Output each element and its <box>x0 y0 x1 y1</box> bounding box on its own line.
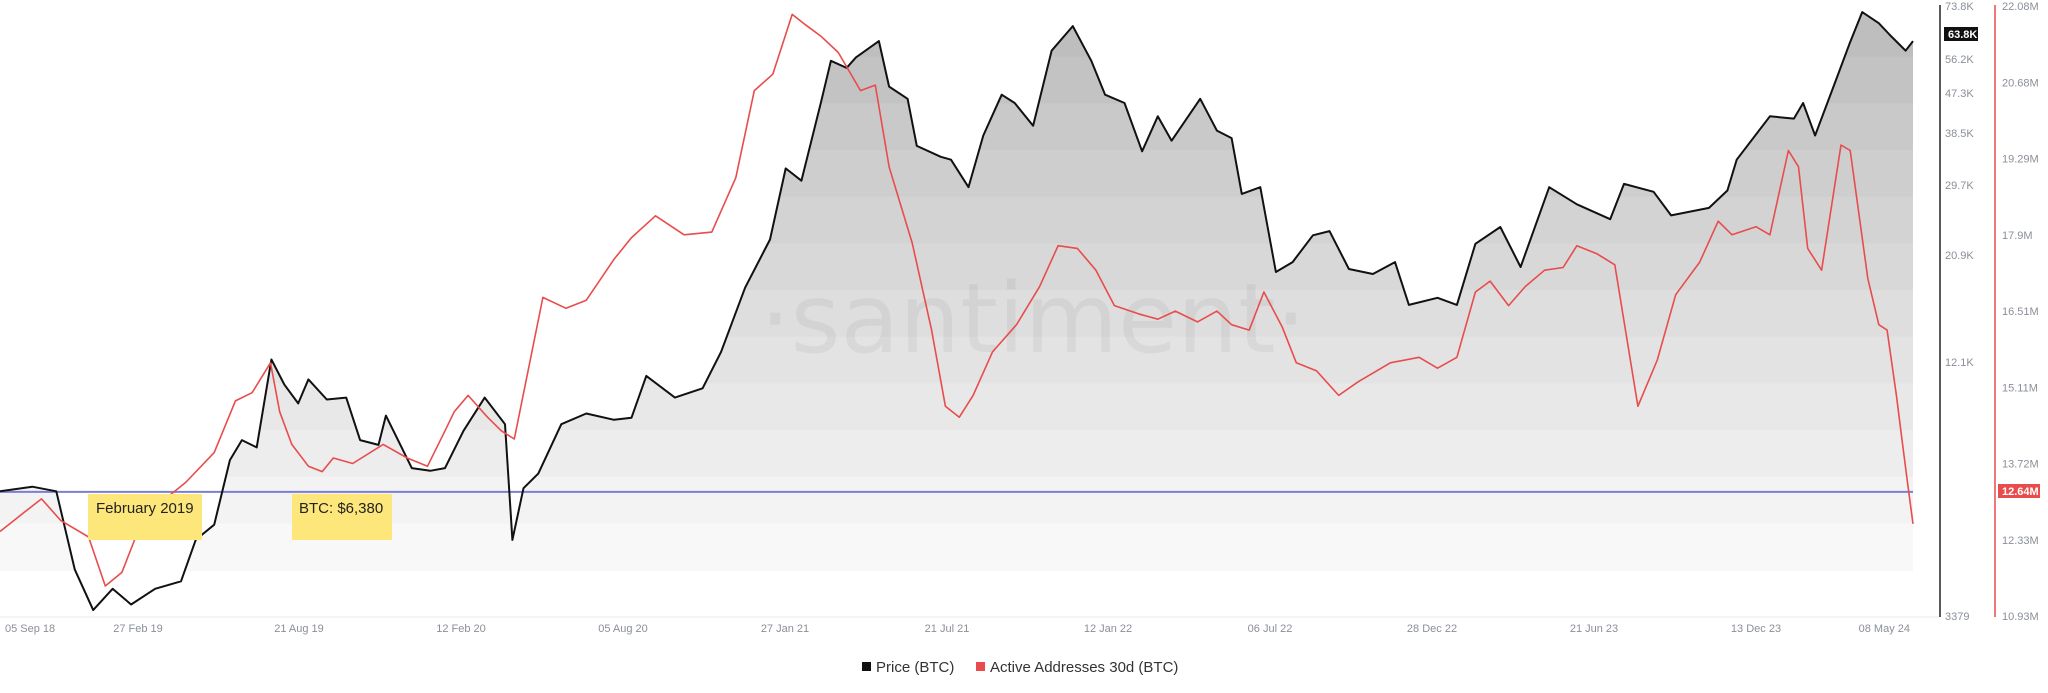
left-y-tick-label: 73.8K <box>1945 1 1974 13</box>
area-band <box>0 196 1913 245</box>
area-band <box>0 383 1913 431</box>
right-y-tick-label: 22.08M <box>2002 1 2039 13</box>
right-y-tick-label: 19.29M <box>2002 154 2039 166</box>
annotation-february-2019: February 2019 <box>88 494 202 540</box>
x-tick-label: 27 Feb 19 <box>113 623 163 635</box>
area-band <box>0 150 1913 198</box>
price-current-label: 63.8K <box>1948 29 1977 41</box>
right-y-tick-label: 20.68M <box>2002 77 2039 89</box>
legend-swatch-price <box>862 662 871 671</box>
right-y-tick-label: 15.11M <box>2002 382 2038 394</box>
right-y-tick-label: 10.93M <box>2002 611 2039 623</box>
area-band <box>0 12 1913 58</box>
annotation-btc-price: BTC: $6,380 <box>292 494 392 540</box>
annotation-box-february-2019 <box>88 494 202 540</box>
x-tick-label: 21 Jul 21 <box>925 623 970 635</box>
left-y-tick-label: 12.1K <box>1945 357 1974 369</box>
price-line <box>0 11 1914 612</box>
x-tick-label: 06 Jul 22 <box>1248 623 1293 635</box>
x-tick-label: 21 Aug 19 <box>274 623 324 635</box>
left-y-tick-label: 3379 <box>1945 611 1969 623</box>
left-y-tick-label: 29.7K <box>1945 180 1974 192</box>
right-y-tick-label: 12.33M <box>2002 535 2039 547</box>
left-y-tick-label: 47.3K <box>1945 88 1974 100</box>
x-tick-label: 21 Jun 23 <box>1570 623 1618 635</box>
legend: Price (BTC) Active Addresses 30d (BTC) <box>862 659 1178 676</box>
x-tick-label: 12 Feb 20 <box>436 623 486 635</box>
x-tick-label: 13 Dec 23 <box>1731 623 1781 635</box>
left-y-tick-label: 56.2K <box>1945 54 1974 66</box>
legend-label-active-addresses: Active Addresses 30d (BTC) <box>990 659 1178 676</box>
addresses-current-badge <box>1998 484 2040 498</box>
right-y-tick-label: 13.72M <box>2002 459 2039 471</box>
x-tick-label: 27 Jan 21 <box>761 623 809 635</box>
price-current-badge <box>1944 27 1978 41</box>
annotation-label-btc-price: BTC: $6,380 <box>299 500 383 517</box>
area-band <box>0 103 1913 151</box>
left-y-tick-label: 20.9K <box>1945 250 1974 262</box>
annotation-label-february-2019: February 2019 <box>96 500 194 517</box>
watermark: ·santiment· <box>760 263 1306 375</box>
active-addresses-line <box>0 13 1914 587</box>
addresses-current-label: 12.64M <box>2002 486 2039 498</box>
area-band <box>0 523 1913 571</box>
right-y-tick-label: 16.51M <box>2002 306 2039 318</box>
x-tick-label: 08 May 24 <box>1859 623 1910 635</box>
area-band <box>0 430 1913 478</box>
x-tick-label: 05 Aug 20 <box>598 623 648 635</box>
annotation-box-btc-price <box>292 494 392 540</box>
x-tick-label: 12 Jan 22 <box>1084 623 1132 635</box>
x-tick-label: 28 Dec 22 <box>1407 623 1457 635</box>
left-y-tick-label: 38.5K <box>1945 128 1974 140</box>
x-tick-label: 05 Sep 18 <box>5 623 55 635</box>
legend-label-price: Price (BTC) <box>876 659 954 676</box>
area-band <box>0 476 1913 525</box>
right-y-tick-label: 17.9M <box>2002 230 2033 242</box>
legend-swatch-active-addresses <box>976 662 985 671</box>
area-band <box>0 56 1913 105</box>
